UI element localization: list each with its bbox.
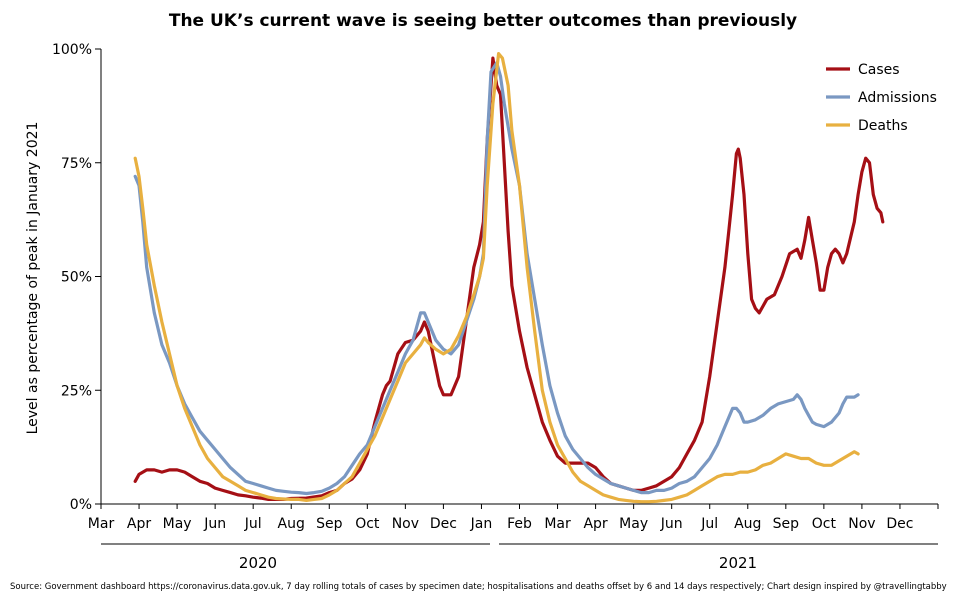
- x-tick-label: Sep: [773, 516, 800, 532]
- x-tick-label: Dec: [430, 516, 457, 532]
- y-tick-label: 0%: [70, 497, 92, 513]
- x-tick-label: Aug: [734, 516, 761, 532]
- year-label-2021: 2021: [719, 554, 757, 572]
- x-axis: Mar Apr May Jun Jul Aug Sep Oct Nov Dec Jan Feb Mar A…: [88, 504, 938, 532]
- x-tick-label: Apr: [127, 516, 151, 532]
- y-axis: 0% 25% 50% 75% 100%: [52, 42, 101, 513]
- y-tick-label: 75%: [61, 156, 92, 172]
- x-tick-label: May: [619, 516, 648, 532]
- x-tick-label: Oct: [355, 516, 380, 532]
- x-tick-label: Mar: [88, 516, 115, 532]
- x-tick-label: Jul: [700, 516, 718, 532]
- x-tick-label: May: [163, 516, 192, 532]
- x-tick-label: Feb: [507, 516, 532, 532]
- x-tick-label: Nov: [392, 516, 419, 532]
- x-tick-label: Jun: [660, 516, 683, 532]
- x-tick-label: Oct: [812, 516, 837, 532]
- x-tick-label: Aug: [278, 516, 305, 532]
- series-layer: [135, 54, 883, 502]
- legend-label-deaths: Deaths: [858, 118, 908, 134]
- legend: Cases Admissions Deaths: [826, 62, 937, 134]
- chart-title: The UK’s current wave is seeing better o…: [169, 11, 797, 31]
- source-note: Source: Government dashboard https://cor…: [10, 582, 947, 592]
- x-tick-label: Jan: [470, 516, 493, 532]
- x-tick-label: Apr: [583, 516, 607, 532]
- x-tick-label: Jun: [203, 516, 226, 532]
- y-tick-label: 25%: [61, 383, 92, 399]
- x-tick-label: Dec: [886, 516, 913, 532]
- x-tick-label: Sep: [316, 516, 343, 532]
- y-tick-label: 100%: [52, 42, 92, 58]
- legend-label-cases: Cases: [858, 62, 900, 78]
- y-axis-label: Level as percentage of peak in January 2…: [25, 122, 41, 435]
- x-tick-label: Mar: [544, 516, 571, 532]
- year-label-2020: 2020: [239, 554, 277, 572]
- legend-label-admissions: Admissions: [858, 90, 937, 106]
- x-tick-label: Jul: [244, 516, 262, 532]
- y-tick-label: 50%: [61, 270, 92, 286]
- x-tick-label: Nov: [848, 516, 875, 532]
